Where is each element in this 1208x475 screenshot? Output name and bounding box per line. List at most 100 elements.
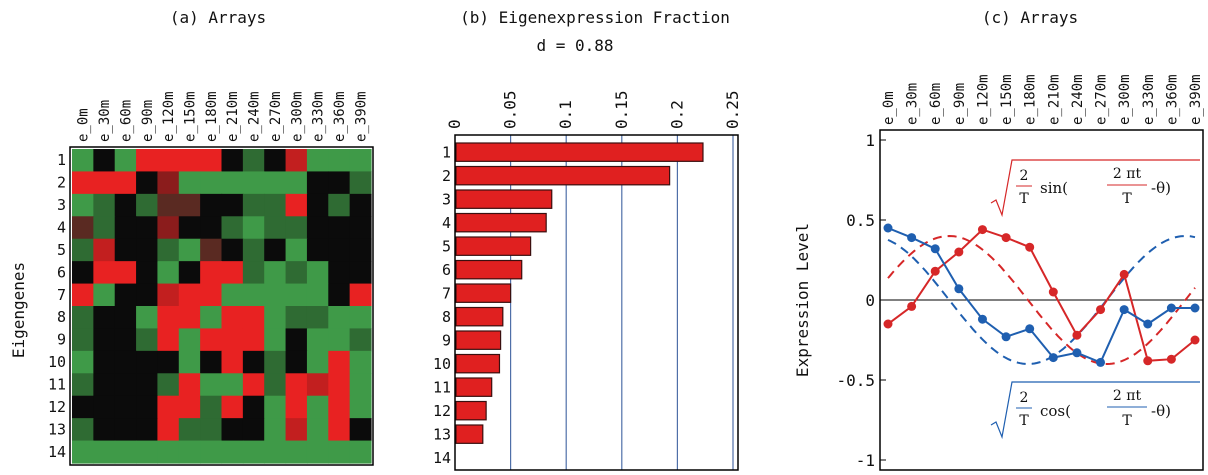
heatmap-cell [285,306,308,330]
heatmap-cell [306,440,329,464]
heatmap-cell [72,440,94,464]
bar-category-label: 11 [433,379,451,397]
heatmap-cell [93,418,116,442]
heatmap-cell [285,216,308,240]
heatmap-cell [114,216,137,240]
heatmap-cell [114,373,137,397]
heatmap-cell [178,306,201,330]
heatmap-cell [93,171,116,195]
line-column-label: e_30m [905,83,921,125]
series-point [1072,330,1082,340]
heatmap-cell [72,283,94,307]
heatmap-cell [221,193,244,217]
heatmap-cell [157,418,180,442]
line-column-label: e_240m [1070,74,1086,125]
heatmap-cell [93,261,116,285]
heatmap-cell [221,261,244,285]
heatmap-cell [157,149,180,173]
heatmap-cell [221,395,244,419]
heatmap-cell [93,193,116,217]
heatmap-cell [157,216,180,240]
heatmap-cell [242,193,265,217]
heatmap-cell [178,328,201,352]
heatmap-cell [242,306,265,330]
heatmap-cell [72,261,94,285]
bar-category-label: 2 [442,167,451,185]
heatmap-cell [264,238,287,262]
sin-arg-num: 2 πt [1113,166,1142,182]
bar [455,400,487,421]
heatmap-cell [328,216,351,240]
line-column-label: e_0m [881,91,897,125]
bar-category-label: 6 [442,261,451,279]
heatmap-cell [264,440,287,464]
heatmap-cell [221,418,244,442]
bar-tick-label: 0.1 [556,100,575,129]
heatmap-cell [264,283,287,307]
series-point [883,319,893,329]
heatmap-row-label: 2 [57,174,66,192]
heatmap-cell [264,193,287,217]
heatmap-cell [114,306,137,330]
heatmap-cell [306,306,329,330]
heatmap-cell [221,350,244,374]
heatmap-cell [178,261,201,285]
heatmap-column-label: e_390m [353,91,369,142]
heatmap-cell [157,395,180,419]
heatmap-cell [221,373,244,397]
heatmap-cell [157,261,180,285]
heatmap-cell [221,149,244,173]
heatmap-cell [328,171,351,195]
heatmap-cell [285,238,308,262]
bar [455,236,532,256]
heatmap-cell [349,283,372,307]
series-line [887,228,1196,362]
heatmap-column-label: e_330m [311,91,327,142]
heatmap-cell [306,261,329,285]
heatmap-cell [93,238,116,262]
series-point [1096,305,1106,315]
series-point [954,284,964,294]
heatmap-cell [136,216,159,240]
heatmap-cell [242,395,265,419]
heatmap-cell [242,238,265,262]
heatmap-cell [157,328,180,352]
fit-curve-sin [887,234,1196,365]
panel-c: (c) Arrays e_0m e_30m e_60m e_90m e_120m e_15… [793,8,1204,471]
heatmap-cell [328,418,351,442]
heatmap-cell [328,440,351,464]
heatmap-cell [178,440,201,464]
heatmap-cell [349,440,372,464]
heatmap-cell [349,238,372,262]
line-column-label: e_90m [952,83,968,125]
sin-tail: -θ) [1151,179,1171,197]
heatmap-cell [136,261,159,285]
heatmap-column-label: e_270m [268,91,284,142]
heatmap-cell [72,306,94,330]
heatmap-cell [136,350,159,374]
panel-c-title: (c) Arrays [982,8,1078,27]
heatmap-cell [114,238,137,262]
heatmap-cell [157,283,180,307]
heatmap-column-label: e_210m [225,91,241,142]
heatmap-cell [349,373,372,397]
panel-a-title: (a) Arrays [170,8,266,27]
heatmap-cell [200,193,223,217]
heatmap-cell [328,373,351,397]
heatmap-cell [157,171,180,195]
heatmap-cell [157,238,180,262]
heatmap-cell [136,373,159,397]
heatmap-cell [221,216,244,240]
heatmap-cell [264,350,287,374]
heatmap-cell [114,328,137,352]
heatmap-cell [157,373,180,397]
heatmap-row-label: 3 [57,196,66,214]
panel-b-tick-labels: 0 0.05 0.1 0.15 0.2 0.25 [445,90,742,129]
heatmap-cell [242,171,265,195]
heatmap-cell [200,216,223,240]
bar-tick-label: 0.15 [612,90,631,129]
line-column-label: e_390m [1188,74,1204,125]
bar [455,259,523,280]
sin-fn: sin( [1040,179,1068,197]
heatmap-cell [306,350,329,374]
